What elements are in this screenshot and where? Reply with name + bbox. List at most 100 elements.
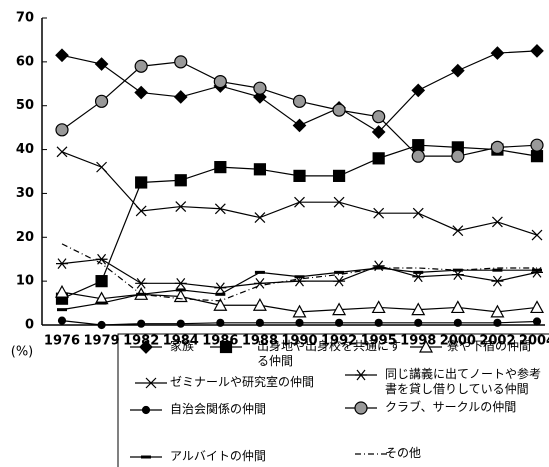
data-point (216, 318, 225, 327)
data-point (295, 318, 304, 327)
data-point (373, 266, 384, 270)
series-line (61, 267, 537, 311)
marker (354, 401, 368, 415)
data-point (411, 302, 426, 316)
marker (141, 405, 151, 415)
data-point (292, 118, 307, 133)
data-point (173, 90, 188, 104)
data-point (252, 298, 267, 311)
legend-label-box: 寮や下宿の仲間 (447, 339, 532, 353)
data-point (450, 300, 465, 314)
x-tick-label: 1992 (321, 334, 357, 349)
data-point (174, 174, 187, 187)
data-point (333, 196, 345, 208)
legend-label: 家族 (170, 339, 195, 353)
legend-label: その他 (385, 446, 422, 460)
legend-label: 寮や下宿の仲間 (447, 339, 532, 353)
data-point (96, 301, 107, 305)
legend-label-box: 出身地や出身校を共通にする仲間 (257, 339, 401, 368)
data-point (135, 205, 147, 217)
y-tick-label: 60 (16, 54, 34, 69)
data-point (253, 81, 267, 95)
data-point (332, 302, 347, 316)
data-point (413, 270, 424, 274)
y-tick-label: 0 (25, 318, 34, 333)
x-tick-label: 1998 (400, 334, 436, 349)
data-point (254, 270, 265, 274)
x-tick-label: 2002 (479, 334, 515, 349)
x-tick-label: 1979 (83, 334, 119, 349)
data-point (294, 196, 305, 208)
data-point (372, 152, 385, 165)
marker (219, 340, 233, 354)
x-tick-label: 2004 (519, 334, 549, 349)
data-point (255, 318, 265, 327)
data-point (293, 169, 306, 182)
data-point (95, 275, 108, 288)
data-point (414, 318, 423, 327)
data-point (292, 304, 307, 318)
data-point (491, 275, 504, 287)
data-point (530, 150, 544, 163)
data-point (490, 46, 505, 60)
data-point (332, 103, 346, 117)
data-point (134, 59, 148, 73)
y-tick-label: 10 (16, 274, 34, 289)
y-tick-label: 30 (16, 186, 34, 201)
data-point (411, 83, 426, 98)
data-point (292, 94, 307, 108)
data-point (175, 288, 186, 292)
x-tick-label: 1995 (361, 334, 397, 349)
data-point (215, 292, 226, 296)
data-point (97, 320, 106, 330)
data-point (453, 318, 462, 327)
marker (141, 455, 151, 459)
legend-label: クラブ、サークルの仲間 (385, 400, 517, 414)
data-point (135, 277, 148, 289)
data-point (134, 85, 149, 100)
data-point (491, 216, 503, 228)
data-point (372, 110, 386, 124)
data-point (57, 316, 67, 325)
data-point (176, 319, 185, 328)
legend-label: ゼミナールや研究室の仲間 (170, 375, 315, 389)
data-point (56, 146, 68, 158)
data-point (529, 300, 545, 314)
legend-label-box: その他 (385, 446, 422, 460)
legend-label-box: 家族 (170, 339, 195, 353)
y-tick-label: 50 (16, 98, 34, 113)
x-tick-label: 1988 (242, 334, 278, 349)
data-point (530, 138, 544, 152)
data-point (95, 253, 108, 265)
data-point (451, 149, 465, 163)
legend-border (117, 333, 549, 467)
data-point (333, 275, 346, 287)
x-tick-label: 1976 (44, 334, 80, 349)
data-point (55, 123, 69, 137)
marker (418, 339, 434, 353)
data-point (213, 298, 228, 311)
data-point (334, 270, 345, 274)
data-point (334, 318, 344, 327)
series-line (61, 61, 538, 157)
marker (355, 369, 367, 381)
data-point (493, 318, 502, 327)
data-point (452, 225, 464, 237)
data-point (254, 212, 266, 223)
data-point (490, 140, 505, 154)
legend-label-box: 自治会関係の仲間 (170, 402, 266, 416)
data-point (55, 48, 69, 63)
data-point (253, 163, 267, 176)
x-tick-label: 1990 (281, 334, 317, 349)
legend-label-box: 同じ講義に出てノートや参考書を貸し借りしている仲間 (385, 367, 541, 396)
marker (139, 340, 153, 354)
data-point (137, 319, 146, 328)
marker (145, 377, 157, 389)
data-point (214, 161, 227, 174)
data-point (450, 63, 465, 78)
legend-label-box: アルバイトの仲間 (170, 449, 266, 463)
data-point (175, 201, 187, 213)
data-point (532, 317, 542, 326)
data-point (452, 268, 463, 272)
